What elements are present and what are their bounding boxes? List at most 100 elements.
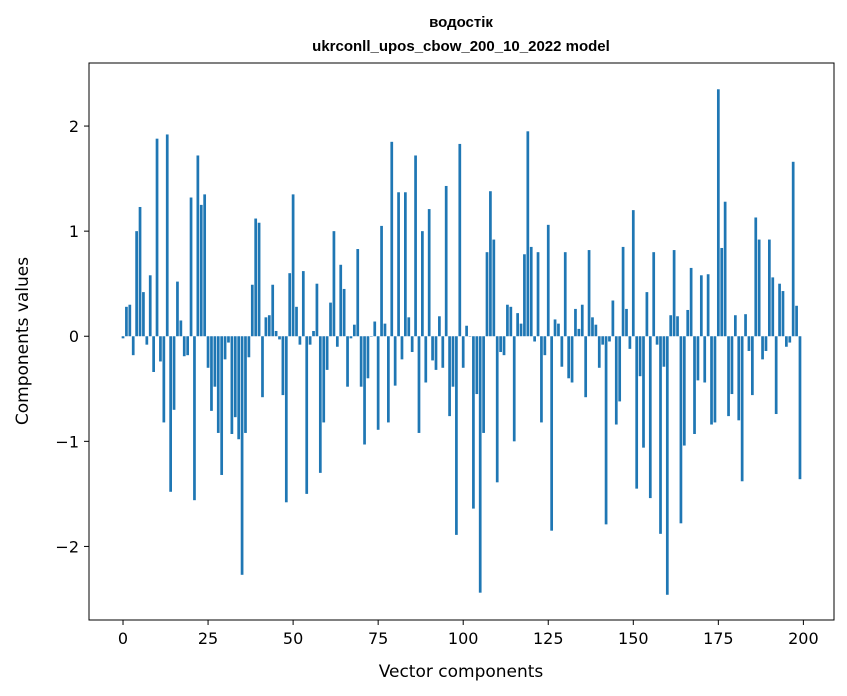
bar [291, 194, 295, 337]
bar [155, 138, 159, 337]
bar [546, 224, 550, 337]
bar [625, 308, 628, 337]
bar [642, 336, 645, 448]
bar [206, 336, 210, 368]
bar [281, 336, 285, 396]
bar [250, 284, 254, 337]
bar [713, 336, 717, 423]
bar [444, 185, 448, 337]
bar [740, 336, 744, 482]
bar [288, 273, 292, 337]
bar [237, 336, 241, 440]
bar [427, 209, 431, 337]
bar [165, 134, 169, 337]
bar [662, 336, 666, 367]
y-tick-label: −2 [55, 537, 79, 556]
bar [536, 252, 540, 337]
bar [723, 201, 727, 337]
bar [533, 336, 536, 342]
bar [754, 217, 758, 337]
bar [301, 271, 305, 337]
bar [182, 336, 186, 357]
bar [788, 336, 792, 343]
bar [373, 321, 377, 337]
bar [761, 336, 764, 360]
bar [495, 336, 499, 483]
bar [557, 323, 560, 337]
bar [768, 239, 771, 337]
y-tick-label: 0 [69, 327, 79, 346]
bar [540, 336, 543, 423]
bar [652, 252, 656, 337]
bar [597, 336, 601, 368]
bar [489, 191, 492, 337]
bar [387, 336, 390, 423]
bar [172, 336, 176, 410]
bar [798, 336, 802, 480]
bar [339, 264, 343, 337]
bar [614, 336, 618, 425]
bar [244, 336, 247, 433]
bar [346, 336, 349, 387]
bar [720, 247, 724, 337]
bar [203, 194, 207, 337]
bar [135, 231, 138, 337]
bar [169, 336, 172, 492]
bar [380, 225, 383, 337]
x-tick-label: 175 [703, 629, 734, 648]
bar [176, 281, 179, 337]
bar [785, 336, 788, 347]
bar [230, 336, 234, 434]
bar [771, 277, 775, 337]
bar [152, 336, 155, 372]
bar [335, 336, 339, 347]
chart-subtitle: ukrconll_upos_cbow_200_10_2022 model [312, 38, 610, 55]
bar [795, 305, 798, 337]
bar [145, 336, 149, 345]
bar [278, 336, 281, 340]
bar [465, 325, 468, 337]
bar [271, 284, 275, 337]
bar [553, 319, 557, 337]
bar [601, 336, 605, 345]
bar [574, 308, 577, 337]
x-tick-label: 200 [788, 629, 819, 648]
bar [438, 316, 441, 337]
bar [233, 336, 237, 418]
bar [499, 336, 502, 353]
bar [737, 336, 741, 421]
bar [567, 336, 571, 379]
bar [121, 336, 125, 339]
bar [267, 315, 271, 337]
bar [791, 161, 795, 337]
bar [710, 336, 713, 425]
bar [485, 252, 489, 337]
bar [570, 336, 574, 383]
bar [519, 323, 523, 337]
bar [315, 283, 319, 337]
bar [502, 336, 506, 356]
bar [679, 336, 683, 524]
bar [689, 267, 693, 337]
bar [676, 316, 679, 337]
bar [727, 336, 730, 417]
bar [631, 210, 635, 337]
y-tick-label: 2 [69, 117, 79, 136]
bar [414, 155, 417, 337]
bar [342, 288, 346, 337]
bar [441, 336, 445, 368]
bar [186, 336, 190, 356]
bar [159, 336, 162, 362]
bar [434, 336, 438, 370]
bar [744, 314, 747, 337]
bar [648, 336, 652, 499]
bar [492, 239, 496, 337]
bar [431, 336, 434, 361]
bar [332, 231, 336, 337]
bar [417, 336, 421, 433]
bar [621, 246, 625, 337]
bar [669, 315, 673, 337]
bar [699, 275, 703, 337]
bar [349, 336, 353, 339]
bar [312, 330, 315, 337]
